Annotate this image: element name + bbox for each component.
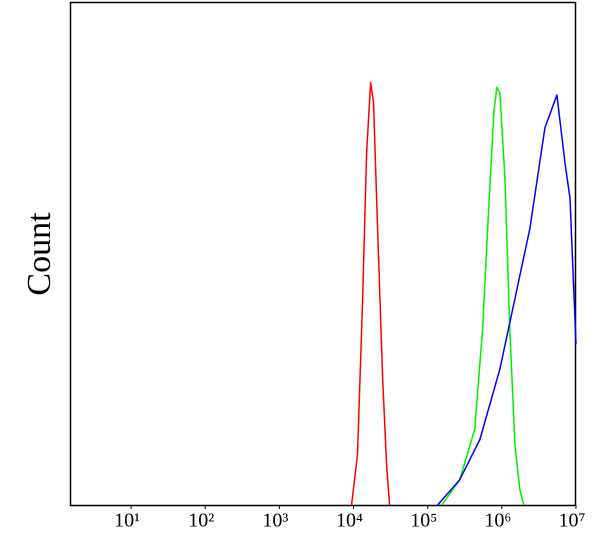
x-tick-label: 10¹	[114, 510, 140, 532]
x-tick-label: 10⁴	[336, 510, 363, 532]
histogram-line	[441, 86, 525, 506]
x-tick-label: 10²	[188, 510, 214, 532]
x-tick-label: 10⁷	[559, 510, 586, 532]
x-tick-label: 10⁶	[484, 510, 511, 532]
y-axis-label: Count	[21, 212, 58, 296]
histogram-line	[350, 81, 391, 506]
plot-frame	[69, 1, 577, 507]
histogram-line	[437, 94, 577, 506]
x-tick-label: 10⁵	[410, 510, 437, 532]
x-tick-label: 10³	[262, 510, 288, 532]
